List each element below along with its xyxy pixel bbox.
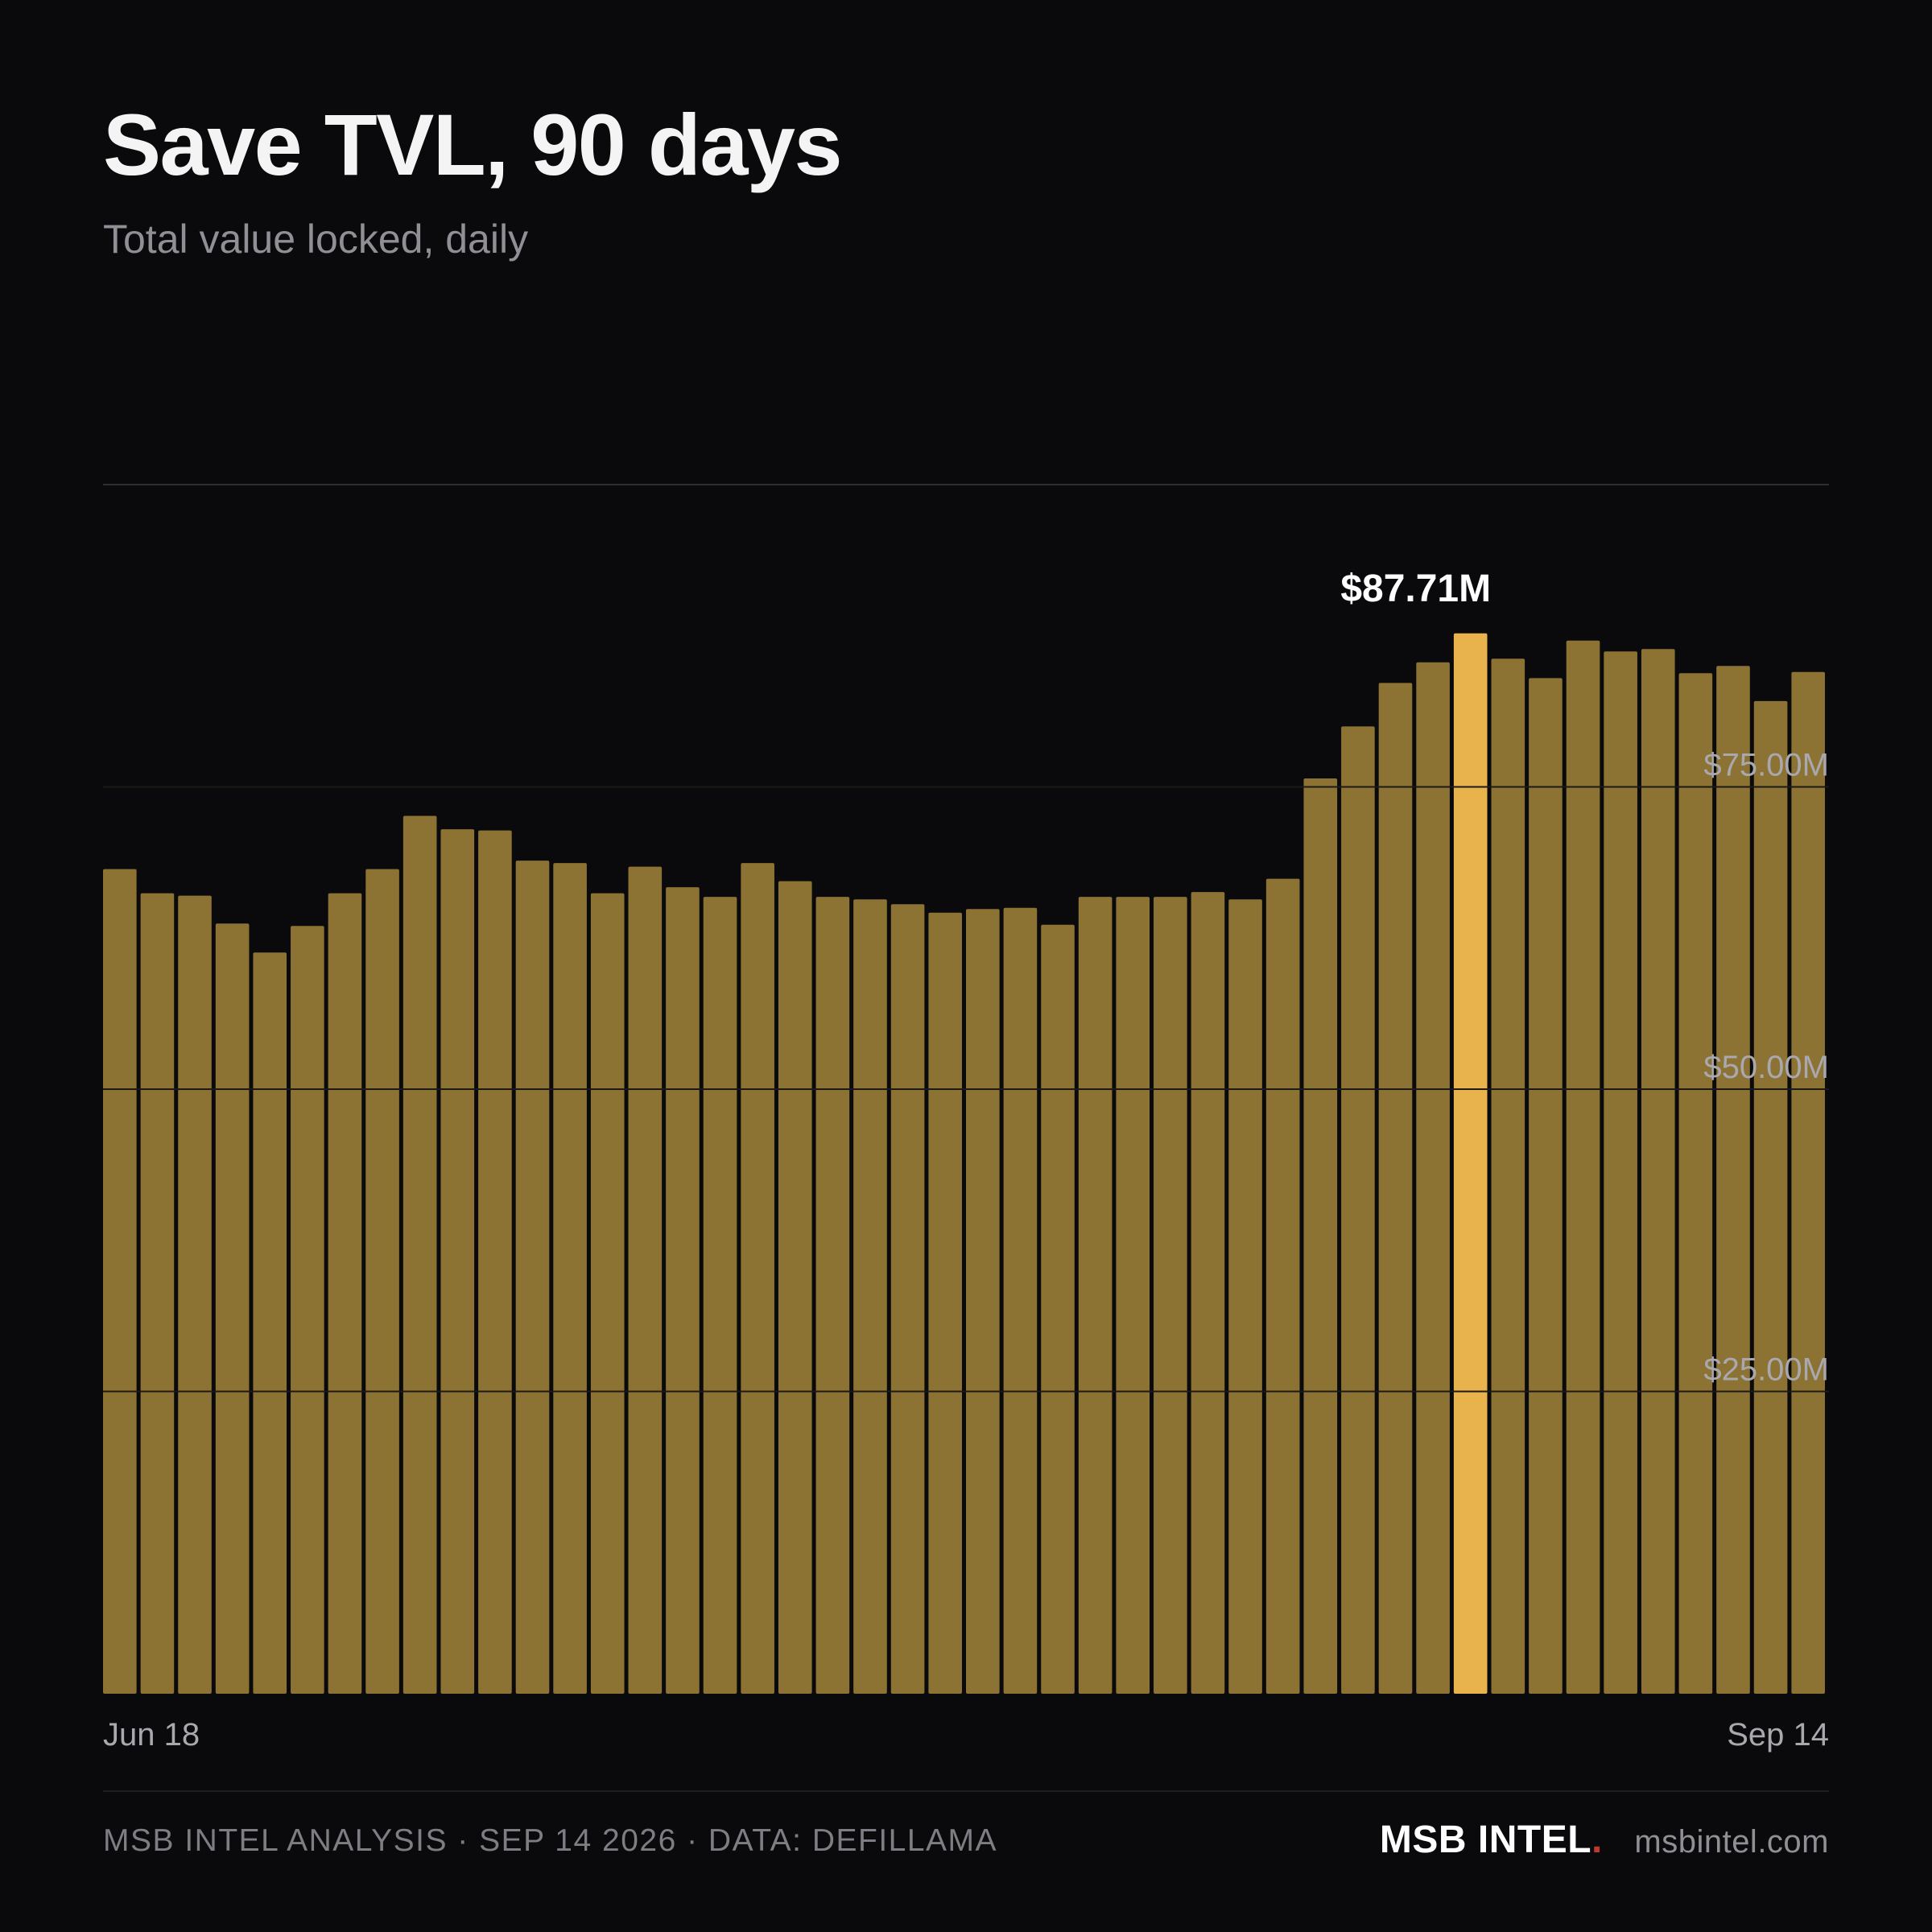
bar	[1003, 907, 1038, 1694]
footer-divider	[103, 1790, 1829, 1792]
bar	[853, 899, 887, 1694]
bar	[1678, 673, 1713, 1694]
bar	[1641, 649, 1675, 1694]
y-tick-label: $25.00M	[1703, 1352, 1829, 1388]
bar	[1566, 640, 1600, 1694]
bar	[628, 866, 663, 1694]
bar	[1265, 878, 1300, 1694]
bar	[1529, 678, 1563, 1694]
chart-title: Save TVL, 90 days	[103, 96, 843, 193]
brand-logo-text: MSB INTEL	[1379, 1818, 1592, 1861]
bar	[1303, 778, 1338, 1694]
bar	[253, 952, 287, 1694]
bar	[1341, 726, 1375, 1694]
bar	[440, 829, 475, 1694]
bar	[815, 897, 850, 1694]
peak-value-label: $87.71M	[1340, 568, 1491, 610]
bar	[140, 893, 175, 1694]
chart-subtitle: Total value locked, daily	[103, 217, 529, 262]
brand-url: msbintel.com	[1634, 1824, 1829, 1860]
bars	[103, 633, 1825, 1694]
bar	[666, 887, 700, 1694]
footer-source: MSB INTEL ANALYSIS · SEP 14 2026 · DATA:…	[103, 1823, 998, 1858]
bar	[1154, 897, 1187, 1694]
bar	[215, 923, 250, 1694]
bar	[1041, 924, 1075, 1694]
bar-chart: $25.00M $50.00M $75.00M Jun 18 Sep 14 $87.…	[103, 484, 1829, 1752]
bar	[1078, 897, 1113, 1694]
bar	[291, 926, 324, 1694]
bar	[478, 830, 512, 1694]
gridlines-overlay	[103, 786, 1829, 1393]
bar	[928, 912, 962, 1694]
bar	[515, 861, 550, 1694]
bar	[1716, 666, 1750, 1694]
bar	[1378, 683, 1413, 1694]
bar	[590, 893, 625, 1694]
x-tick-label-last: Sep 14	[1727, 1717, 1829, 1752]
bar	[1491, 658, 1525, 1694]
bar	[178, 895, 212, 1694]
bar	[328, 893, 362, 1694]
bar	[402, 815, 437, 1694]
bar	[365, 869, 399, 1694]
bar	[1416, 662, 1450, 1694]
bar	[1191, 892, 1225, 1694]
bar	[741, 863, 774, 1694]
brand-block: MSB INTEL . msbintel.com	[1380, 1818, 1829, 1862]
bar	[1791, 671, 1825, 1694]
bar	[966, 909, 1000, 1694]
bar	[890, 904, 925, 1694]
bar	[778, 881, 812, 1694]
bar	[1116, 897, 1150, 1694]
y-tick-label: $75.00M	[1703, 748, 1829, 783]
bar	[1604, 651, 1637, 1694]
x-tick-label-first: Jun 18	[103, 1717, 200, 1752]
bar	[703, 897, 737, 1694]
bar	[553, 863, 587, 1694]
bar	[1228, 899, 1262, 1694]
bar	[103, 869, 137, 1694]
bar	[1753, 700, 1788, 1694]
y-axis-labels: $25.00M $50.00M $75.00M	[1703, 748, 1829, 1388]
brand-dot: .	[1591, 1818, 1603, 1861]
y-tick-label: $50.00M	[1703, 1050, 1829, 1085]
bar-highlight	[1453, 633, 1488, 1694]
